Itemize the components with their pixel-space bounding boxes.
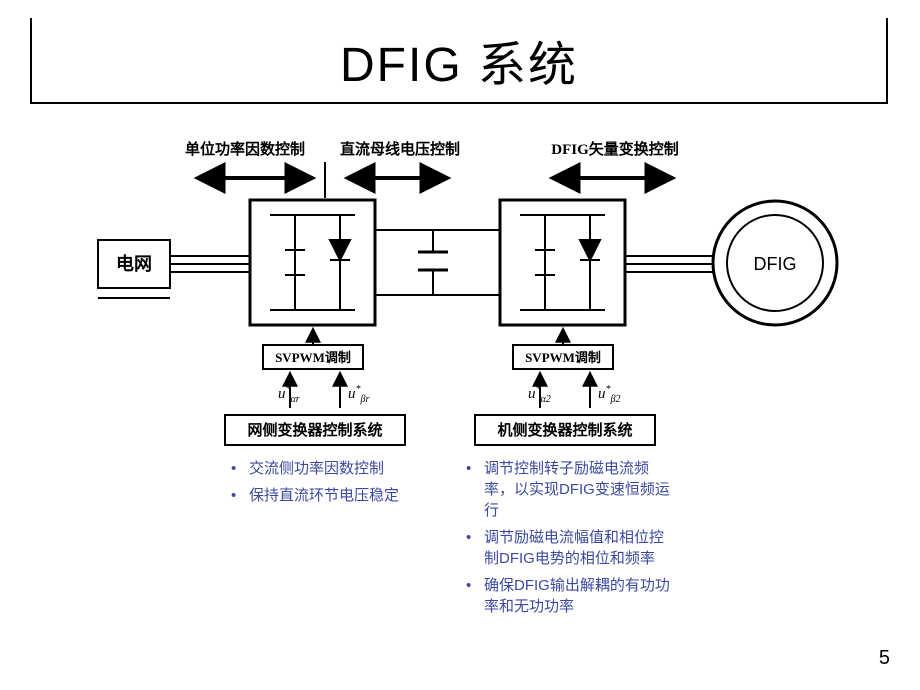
svpwm-left-label: SVPWM调制 <box>275 350 351 365</box>
bullet-left-1: 保持直流环节电压稳定 <box>225 485 425 506</box>
label-dfig-vector: DFIG矢量变换控制 <box>551 140 679 158</box>
u-beta-r: u*βr <box>348 384 369 405</box>
page-title: DFIG 系统 <box>340 25 578 95</box>
grid-side-converter <box>250 200 375 325</box>
bullet-left-0: 交流侧功率因数控制 <box>225 458 425 479</box>
bullet-right-2: 确保DFIG输出解耦的有功功率和无功功率 <box>460 575 670 617</box>
svpwm-right-label: SVPWM调制 <box>525 350 601 365</box>
grid-side-bullets: 交流侧功率因数控制 保持直流环节电压稳定 <box>225 458 425 512</box>
grid-label: 电网 <box>116 253 152 274</box>
bullet-right-0: 调节控制转子励磁电流频率，以实现DFIG变速恒频运行 <box>460 458 670 521</box>
rotor-side-converter <box>500 200 625 325</box>
page-number: 5 <box>879 647 890 670</box>
u-beta-2: u*β2 <box>598 384 620 405</box>
dfig-label: DFIG <box>754 254 797 274</box>
dfig-system-diagram: 单位功率因数控制 直流母线电压控制 DFIG矢量变换控制 电网 <box>0 130 920 460</box>
bullet-right-1: 调节励磁电流幅值和相位控制DFIG电势的相位和频率 <box>460 527 670 569</box>
grid-ctrl-label: 网侧变换器控制系统 <box>247 421 382 439</box>
label-unit-pf: 单位功率因数控制 <box>185 140 305 158</box>
label-dclink: 直流母线电压控制 <box>340 140 460 158</box>
u-alpha-r: u*αr <box>278 384 300 405</box>
rotor-ctrl-label: 机侧变换器控制系统 <box>497 421 632 439</box>
title-box: DFIG 系统 <box>30 18 888 104</box>
rotor-side-bullets: 调节控制转子励磁电流频率，以实现DFIG变速恒频运行 调节励磁电流幅值和相位控制… <box>460 458 670 623</box>
